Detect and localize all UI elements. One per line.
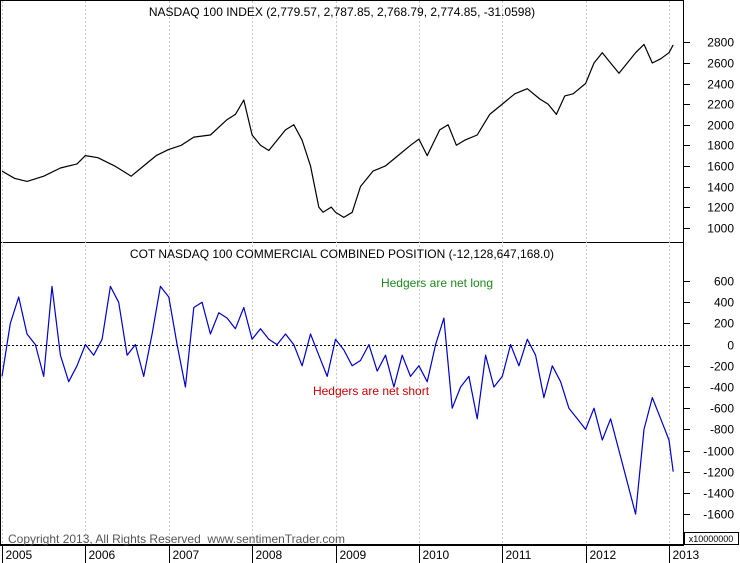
cot-series [1, 285, 674, 515]
x-tick-label: 2008 [256, 548, 283, 562]
cot-position-line [1, 285, 674, 515]
y-tick-label: 1000 [707, 222, 734, 236]
y-tick-label: 1200 [707, 201, 734, 215]
copyright-text: Copyright 2013, All Rights Reserved www.… [8, 532, 345, 546]
top-panel-title: NASDAQ 100 INDEX (2,779.57, 2,787.85, 2,… [149, 5, 535, 19]
year-gridlines [2, 1, 670, 545]
x-axis-year-labels: 2005 2006 2007 2008 2009 2010 2011 2012 2013 [2, 545, 700, 563]
x-tick-label: 2012 [590, 548, 617, 562]
x-tick-label: 2009 [340, 548, 367, 562]
x-tick-label: 2007 [173, 548, 200, 562]
y-tick-label: 1400 [707, 181, 734, 195]
y-tick-label: 0 [727, 339, 734, 353]
bottom-panel-y-axis: 600 400 200 0 -200 -400 -600 -800 -1000 -1200 -140… [684, 275, 734, 522]
x-tick-label: 2006 [89, 548, 116, 562]
y-tick-label: 600 [714, 275, 734, 289]
y-tick-label: 1800 [707, 139, 734, 153]
annotation-net-short: Hedgers are net short [313, 384, 430, 398]
multiplier-box [684, 532, 739, 545]
y-tick-label: 400 [714, 296, 734, 310]
multiplier-label: x10000000 [689, 534, 734, 544]
top-panel-y-axis: 1000 1200 1400 1600 1800 2000 2200 2400 2600 2800 [684, 36, 734, 236]
y-tick-label: -400 [710, 381, 734, 395]
y-tick-label: 2400 [707, 78, 734, 92]
y-tick-label: -1400 [703, 487, 734, 501]
y-tick-label: 2600 [707, 57, 734, 71]
x-tick-label: 2013 [673, 548, 700, 562]
y-tick-label: 2800 [707, 36, 734, 50]
nasdaq-series [1, 43, 674, 218]
x-tick-label: 2005 [6, 548, 33, 562]
nasdaq-index-line [1, 43, 674, 218]
y-tick-label: -800 [710, 423, 734, 437]
y-tick-label: 200 [714, 317, 734, 331]
y-tick-label: -1200 [703, 466, 734, 480]
y-tick-label: 2200 [707, 98, 734, 112]
y-tick-label: -600 [710, 402, 734, 416]
annotation-net-long: Hedgers are net long [381, 276, 493, 290]
y-tick-label: 2000 [707, 119, 734, 133]
chart-frame [0, 0, 684, 545]
bottom-panel-title: COT NASDAQ 100 COMMERCIAL COMBINED POSIT… [130, 247, 554, 261]
y-tick-label: -200 [710, 360, 734, 374]
y-tick-label: -1600 [703, 508, 734, 522]
x-tick-label: 2010 [423, 548, 450, 562]
y-tick-label: -1000 [703, 445, 734, 459]
x-tick-label: 2011 [506, 548, 532, 562]
y-tick-label: 1600 [707, 160, 734, 174]
